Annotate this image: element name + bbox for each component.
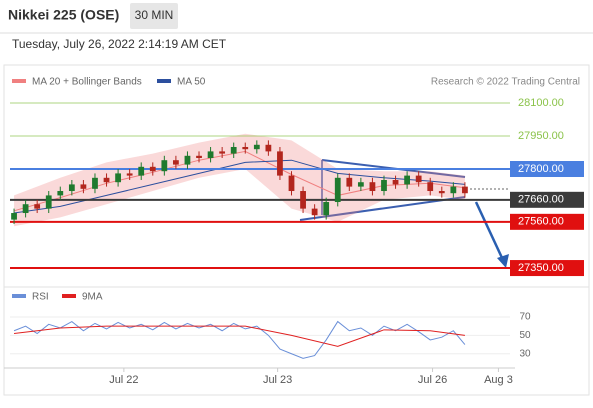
candle-body bbox=[161, 160, 168, 172]
support-line bbox=[299, 196, 466, 221]
candle-body bbox=[404, 175, 410, 185]
bollinger-band bbox=[14, 133, 465, 227]
x-tick-label: Aug 3 bbox=[484, 374, 513, 386]
candle-body bbox=[323, 202, 330, 216]
candle-body bbox=[357, 182, 364, 187]
candle-body bbox=[103, 177, 110, 183]
candle-body bbox=[334, 177, 341, 203]
candle-body bbox=[277, 151, 283, 176]
x-tick-label: Jul 22 bbox=[109, 374, 138, 386]
candle-body bbox=[265, 144, 272, 152]
forecast-arrow bbox=[474, 201, 509, 268]
candle-body bbox=[115, 173, 121, 183]
candle-body bbox=[462, 186, 468, 194]
candle-body bbox=[173, 160, 179, 165]
level-label-box bbox=[510, 191, 584, 208]
candle-body bbox=[381, 180, 387, 192]
legend-label: MA 50 bbox=[177, 77, 206, 88]
candle-body bbox=[92, 177, 98, 189]
candle-body bbox=[219, 151, 226, 154]
indicator-line bbox=[13, 325, 465, 347]
candle-body bbox=[438, 191, 445, 194]
interval-button[interactable] bbox=[130, 3, 178, 29]
legend-swatch bbox=[157, 79, 171, 83]
candle-body bbox=[57, 191, 64, 196]
candle-body bbox=[346, 177, 353, 187]
level-label: 27660.00 bbox=[518, 194, 564, 206]
timestamp: Tuesday, July 26, 2022 2:14:19 AM CET bbox=[12, 37, 227, 51]
candle-body bbox=[68, 184, 75, 192]
candle-body bbox=[22, 204, 29, 214]
legend-label: MA 20 + Bollinger Bands bbox=[32, 77, 142, 88]
candle-body bbox=[11, 213, 17, 220]
candle-body bbox=[126, 173, 133, 176]
candle-body bbox=[311, 208, 318, 216]
level-label: 28100.00 bbox=[518, 97, 564, 109]
y-tick-label: 50 bbox=[519, 330, 531, 341]
candle-body bbox=[45, 195, 52, 209]
candle-body bbox=[450, 186, 457, 194]
chart-frame bbox=[3, 64, 590, 396]
candle-body bbox=[415, 175, 422, 183]
candle-body bbox=[369, 182, 376, 192]
x-tick-label: Jul 23 bbox=[263, 374, 292, 386]
candle-body bbox=[80, 184, 87, 189]
candle-body bbox=[253, 144, 260, 150]
level-label: 27950.00 bbox=[518, 130, 564, 142]
legend-swatch bbox=[62, 294, 76, 298]
level-label: 27350.00 bbox=[518, 262, 564, 274]
y-tick-label: 30 bbox=[519, 348, 531, 359]
candle-body bbox=[138, 166, 145, 176]
y-tick-label: 70 bbox=[519, 312, 531, 323]
candle-body bbox=[392, 180, 399, 185]
x-tick-label: Jul 26 bbox=[418, 374, 447, 386]
candle-body bbox=[34, 204, 41, 209]
candle-body bbox=[149, 166, 156, 172]
arrow-shaft bbox=[474, 201, 505, 261]
candle-body bbox=[196, 155, 202, 158]
credit: Research © 2022 Trading Central bbox=[431, 77, 580, 88]
legend-label: 9MA bbox=[82, 292, 103, 303]
candle-body bbox=[242, 146, 249, 150]
interval-label[interactable]: 30 MIN bbox=[135, 8, 174, 22]
candle-body bbox=[288, 175, 295, 192]
candle-body bbox=[230, 146, 237, 154]
level-label-box bbox=[510, 213, 584, 230]
level-label-box bbox=[510, 161, 584, 178]
candle-body bbox=[300, 191, 306, 209]
legend-swatch bbox=[12, 79, 26, 83]
level-label: 27800.00 bbox=[518, 163, 564, 175]
legend-swatch bbox=[12, 294, 26, 298]
arrow-head bbox=[497, 254, 509, 268]
level-label: 27560.00 bbox=[518, 216, 564, 228]
candle-body bbox=[184, 155, 191, 165]
candle-body bbox=[207, 151, 214, 158]
title: Nikkei 225 (OSE) bbox=[8, 7, 119, 23]
candle-body bbox=[427, 182, 434, 192]
legend-label: RSI bbox=[32, 292, 49, 303]
level-label-box bbox=[510, 260, 584, 277]
